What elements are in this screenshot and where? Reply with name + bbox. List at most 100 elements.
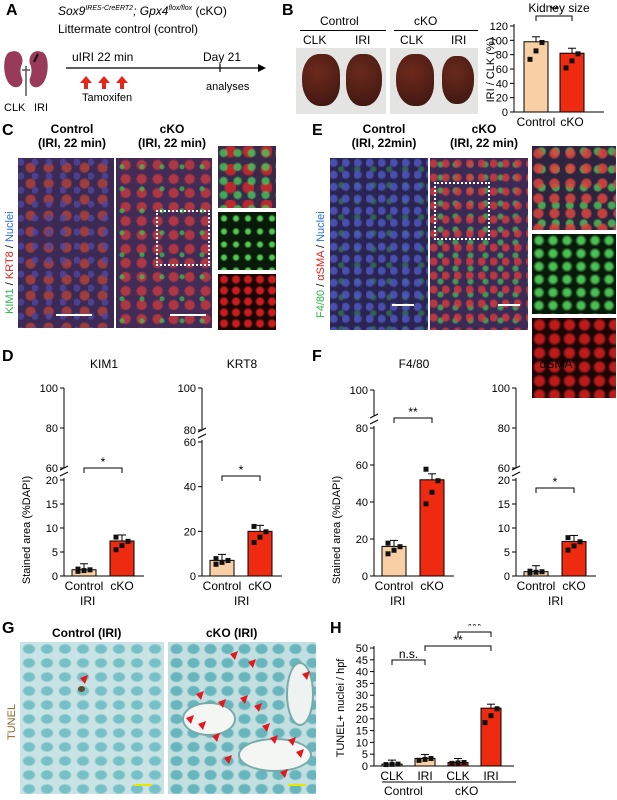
tunel-arrowhead bbox=[288, 737, 296, 746]
data-point bbox=[575, 51, 581, 57]
y-tick-label: 60 bbox=[184, 437, 196, 449]
tunel-arrowhead bbox=[262, 723, 270, 732]
kidney-photo-control bbox=[296, 48, 386, 114]
data-point bbox=[225, 558, 231, 564]
tunel-arrowhead bbox=[248, 659, 256, 668]
tunel-arrowhead bbox=[186, 715, 194, 724]
y-tick-label: 80 bbox=[498, 423, 510, 435]
chart-title: αSMA bbox=[540, 357, 573, 371]
y-tick-label: 80 bbox=[184, 425, 196, 437]
inset-merge bbox=[218, 146, 276, 208]
y-tick-label: 20 bbox=[356, 534, 368, 546]
y-tick-label: 40 bbox=[356, 667, 368, 679]
significance-bracket bbox=[457, 631, 492, 637]
y-tick-label: 60 bbox=[498, 463, 510, 475]
day21-label: Day 21 bbox=[203, 50, 242, 64]
y-tick-label: 0 bbox=[504, 571, 510, 583]
axis-break-mark bbox=[369, 413, 379, 419]
data-point bbox=[488, 713, 494, 719]
y-tick-label: 100 bbox=[178, 383, 196, 395]
y-tick-label: 60 bbox=[496, 64, 508, 76]
y-tick-label: 15 bbox=[46, 499, 58, 511]
y-tick-label: 100 bbox=[490, 35, 508, 47]
data-point bbox=[527, 568, 533, 574]
data-point bbox=[533, 569, 539, 575]
y-axis-label: IRI / CLK (%) bbox=[486, 38, 497, 103]
data-point bbox=[213, 561, 219, 567]
data-point bbox=[113, 534, 119, 540]
group-label-iri: IRI bbox=[390, 594, 406, 608]
data-point bbox=[119, 543, 125, 549]
group-label-cko: cKO bbox=[455, 784, 479, 798]
data-point bbox=[125, 538, 131, 544]
data-point bbox=[461, 759, 467, 765]
panel-label-d: D bbox=[2, 348, 14, 365]
side-label: CLK bbox=[400, 33, 424, 47]
data-point bbox=[423, 501, 429, 507]
y-tick-label: 20 bbox=[356, 714, 368, 726]
inset-box bbox=[156, 210, 210, 266]
panel-label-h: H bbox=[330, 620, 342, 637]
group-label-iri: IRI bbox=[548, 594, 564, 608]
y-tick-label: 80 bbox=[46, 423, 58, 435]
tunel-arrowhead bbox=[212, 733, 220, 742]
data-point bbox=[213, 556, 219, 562]
y-axis-label: TUNEL+ nuclei / hpf bbox=[335, 658, 347, 758]
tamoxifen-label: Tamoxifen bbox=[82, 92, 133, 104]
kidney-diagram bbox=[4, 51, 266, 96]
data-point bbox=[539, 39, 545, 45]
tamoxifen-arrows bbox=[80, 76, 128, 89]
kidney-icon bbox=[4, 51, 48, 96]
data-point bbox=[565, 547, 571, 553]
x-tick-label: cKO bbox=[562, 579, 585, 593]
bar-cko bbox=[419, 479, 445, 577]
inset-green bbox=[532, 234, 616, 314]
y-tick-label: 0 bbox=[52, 571, 58, 583]
chart-title: KRT8 bbox=[227, 357, 258, 371]
y-tick-label: 120 bbox=[490, 21, 508, 33]
data-point bbox=[389, 761, 395, 767]
significance-bracket bbox=[391, 659, 426, 665]
x-tick-label: cKO bbox=[560, 115, 583, 129]
x-tick-label: cKO bbox=[110, 579, 133, 593]
significance-bracket bbox=[221, 475, 261, 481]
y-tick-label: 60 bbox=[46, 463, 58, 475]
chart-f1: 0 20 40 60 80 100 Control cKO ** F4/80 Stained are… bbox=[331, 357, 454, 593]
scale-bar bbox=[134, 784, 152, 786]
micrograph-cko-kim1 bbox=[116, 158, 212, 328]
y-tick-label: 10 bbox=[498, 523, 510, 535]
data-point bbox=[385, 551, 391, 557]
tunel-arrowhead bbox=[270, 735, 278, 744]
data-point bbox=[257, 534, 263, 540]
y-tick-label: 0 bbox=[362, 571, 368, 583]
y-tick-label: 45 bbox=[356, 655, 368, 667]
inset-green bbox=[218, 212, 276, 270]
panel-label-a: A bbox=[6, 2, 18, 19]
y-tick-label: 20 bbox=[496, 93, 508, 105]
y-tick-label: 20 bbox=[498, 475, 510, 487]
axis-break-mark bbox=[59, 471, 69, 477]
y-tick-label: 60 bbox=[356, 460, 368, 472]
tunel-arrow-layer bbox=[80, 651, 310, 778]
side-label: CLK bbox=[303, 33, 327, 47]
y-tick-label: 15 bbox=[498, 499, 510, 511]
x-tick-label: cKO bbox=[248, 579, 271, 593]
inset-box bbox=[434, 182, 490, 240]
scale-bar bbox=[288, 784, 306, 786]
kidney-label-clk: CLK bbox=[4, 102, 26, 114]
axis-break-mark bbox=[369, 419, 379, 425]
y-tick-label: 5 bbox=[52, 547, 58, 559]
group-label-control: Control bbox=[384, 784, 423, 798]
significance-bracket bbox=[83, 467, 123, 473]
tunel-arrowhead bbox=[302, 671, 310, 680]
panel-e-title-control: Control (IRI, 22min) bbox=[351, 122, 417, 150]
y-tick-label: 30 bbox=[356, 690, 368, 702]
y-tick-label: 100 bbox=[40, 383, 58, 395]
y-tick-label: 40 bbox=[356, 497, 368, 509]
group-line-cko bbox=[394, 30, 478, 31]
tunel-arrowhead bbox=[296, 749, 304, 758]
tunel-arrowhead bbox=[218, 699, 226, 708]
panel-c-title-control: Control (IRI, 22 min) bbox=[37, 122, 106, 150]
chart-title: Kidney size bbox=[528, 1, 590, 15]
